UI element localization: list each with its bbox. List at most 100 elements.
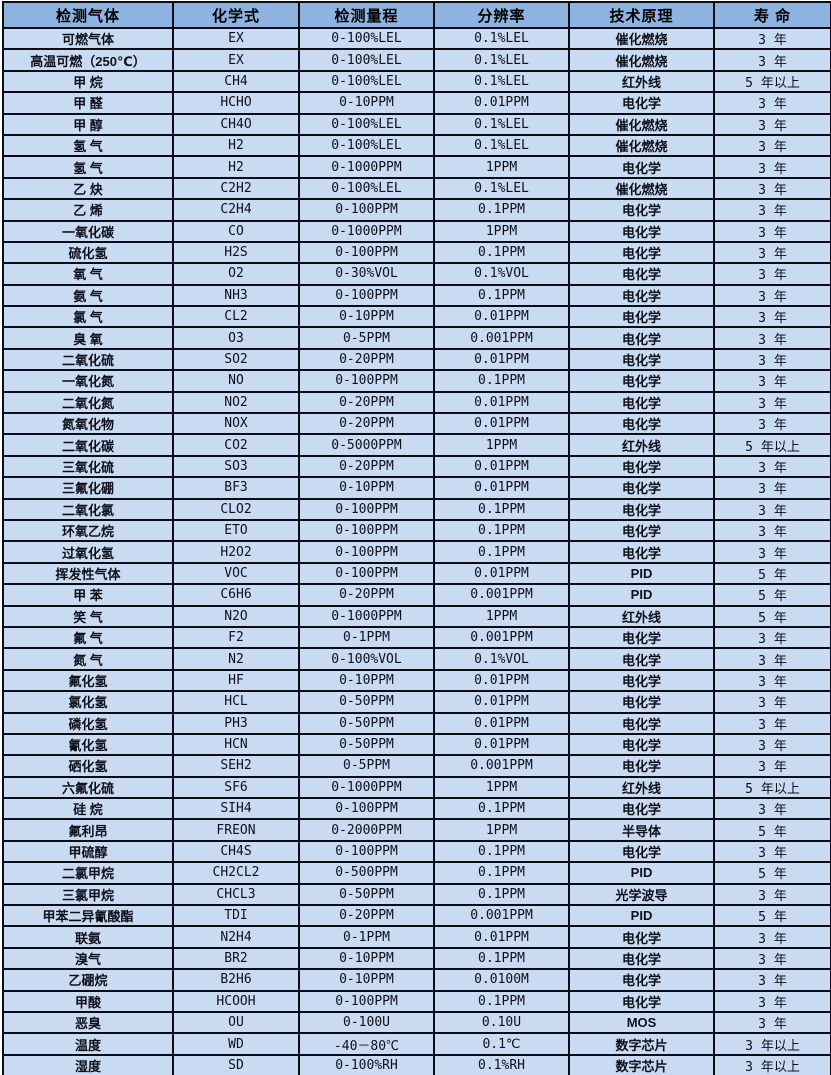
table-row: 甲苯二异氰酸酯 TDI 0-20PPM 0.001PPM PID 5 年 <box>2 903 831 928</box>
resolution-cell: 0.1PPM <box>433 497 570 522</box>
table-row: 温度 WD -40－80℃ 0.1℃ 数字芯片 3 年以上 <box>2 1032 831 1056</box>
table-row: 联氨 N2H4 0-1PPM 0.01PPM 电化学 3 年 <box>2 925 831 949</box>
principle-cell: 电化学 <box>568 797 715 821</box>
formula-cell: CL2 <box>172 305 300 329</box>
resolution-cell: 0.001PPM <box>433 583 570 607</box>
formula-cell: CO2 <box>172 433 300 457</box>
resolution-cell: 0.01PPM <box>433 347 570 372</box>
table-row: 一氧化氮 NO 0-100PPM 0.1PPM 电化学 3 年 <box>2 369 831 393</box>
range-cell: 0-100PPM <box>298 797 435 821</box>
range-cell: 0-10PPM <box>298 305 435 329</box>
gas-name-cell: 三氯甲烷 <box>2 882 174 907</box>
resolution-cell: 0.1%VOL <box>433 647 570 671</box>
table-row: 一氧化碳 CO 0-1000PPM 1PPM 电化学 3 年 <box>2 219 831 243</box>
formula-cell: N2H4 <box>172 925 300 949</box>
resolution-cell: 0.0100M <box>433 968 570 992</box>
range-cell: 0-100U <box>298 1010 435 1035</box>
resolution-cell: 0.1PPM <box>433 283 570 308</box>
table-row: 二氧化氯 CLO2 0-100PPM 0.1PPM 电化学 3 年 <box>2 497 831 522</box>
lifespan-cell: 3 年 <box>713 540 831 564</box>
lifespan-cell: 3 年 <box>713 48 831 72</box>
table-row: 三氯甲烷 CHCL3 0-50PPM 0.1PPM 光学波导 3 年 <box>2 882 831 907</box>
range-cell: 0-100PPM <box>298 839 435 864</box>
table-row: 氢 气 H2 0-100%LEL 0.1%LEL 催化燃烧 3 年 <box>2 133 831 158</box>
range-cell: 0-100%LEL <box>298 48 435 72</box>
principle-cell: 电化学 <box>568 476 715 500</box>
gas-name-cell: 氢 气 <box>2 155 174 179</box>
lifespan-cell: 3 年 <box>713 326 831 350</box>
resolution-cell: 0.01PPM <box>433 390 570 415</box>
resolution-cell: 0.01PPM <box>433 454 570 479</box>
table-row: 过氧化氢 H2O2 0-100PPM 0.1PPM 电化学 3 年 <box>2 540 831 564</box>
gas-name-cell: 臭 氧 <box>2 326 174 350</box>
range-cell: 0-100%LEL <box>298 112 435 136</box>
gas-name-cell: 甲 烷 <box>2 69 174 94</box>
principle-cell: 电化学 <box>568 647 715 671</box>
formula-cell: BF3 <box>172 476 300 500</box>
table-row: 甲 苯 C6H6 0-20PPM 0.001PPM PID 5 年 <box>2 583 831 607</box>
formula-cell: BR2 <box>172 946 300 971</box>
formula-cell: CH4 <box>172 69 300 94</box>
range-cell: 0-10PPM <box>298 91 435 115</box>
resolution-cell: 1PPM <box>433 219 570 243</box>
principle-cell: 电化学 <box>568 839 715 864</box>
gas-name-cell: 二氧化硫 <box>2 347 174 372</box>
range-cell: 0-20PPM <box>298 583 435 607</box>
resolution-cell: 0.1%VOL <box>433 262 570 286</box>
resolution-cell: 0.1%LEL <box>433 48 570 72</box>
principle-cell: 电化学 <box>568 283 715 308</box>
resolution-cell: 0.001PPM <box>433 903 570 928</box>
column-header-resolution: 分辨率 <box>433 1 570 29</box>
table-row: 甲 醛 HCHO 0-10PPM 0.01PPM 电化学 3 年 <box>2 91 831 115</box>
gas-name-cell: 氯 气 <box>2 305 174 329</box>
table-row: 氰化氢 HCN 0-50PPM 0.01PPM 电化学 3 年 <box>2 732 831 757</box>
resolution-cell: 0.001PPM <box>433 326 570 350</box>
gas-name-cell: 硫化氢 <box>2 240 174 265</box>
lifespan-cell: 5 年 <box>713 604 831 628</box>
column-header-gas: 检测气体 <box>2 1 174 29</box>
formula-cell: SF6 <box>172 775 300 800</box>
gas-name-cell: 一氧化氮 <box>2 369 174 393</box>
table-row: 可燃气体 EX 0-100%LEL 0.1%LEL 催化燃烧 3 年 <box>2 26 831 51</box>
table-row: 硒化氢 SEH2 0-5PPM 0.001PPM 电化学 3 年 <box>2 754 831 778</box>
gas-name-cell: 笑 气 <box>2 604 174 628</box>
range-cell: 0-100%LEL <box>298 133 435 158</box>
table-row: 氯化氢 HCL 0-50PPM 0.01PPM 电化学 3 年 <box>2 690 831 714</box>
lifespan-cell: 5 年 <box>713 583 831 607</box>
resolution-cell: 0.1PPM <box>433 839 570 864</box>
table-body: 可燃气体 EX 0-100%LEL 0.1%LEL 催化燃烧 3 年高温可燃（250℃） E… <box>2 26 831 1075</box>
principle-cell: 光学波导 <box>568 882 715 907</box>
range-cell: 0-100PPM <box>298 240 435 265</box>
formula-cell: PH3 <box>172 711 300 735</box>
principle-cell: 电化学 <box>568 347 715 372</box>
range-cell: 0-100%LEL <box>298 176 435 201</box>
range-cell: 0-100%LEL <box>298 26 435 51</box>
lifespan-cell: 3 年 <box>713 690 831 714</box>
formula-cell: H2S <box>172 240 300 265</box>
gas-name-cell: 乙硼烷 <box>2 968 174 992</box>
lifespan-cell: 3 年 <box>713 112 831 136</box>
lifespan-cell: 3 年 <box>713 668 831 693</box>
resolution-cell: 0.01PPM <box>433 690 570 714</box>
table-row: 二氧化硫 SO2 0-20PPM 0.01PPM 电化学 3 年 <box>2 347 831 372</box>
table-row: 氟化氢 HF 0-10PPM 0.01PPM 电化学 3 年 <box>2 668 831 693</box>
lifespan-cell: 3 年以上 <box>713 1032 831 1056</box>
lifespan-cell: 5 年以上 <box>713 433 831 457</box>
range-cell: 0-1000PPM <box>298 155 435 179</box>
lifespan-cell: 3 年 <box>713 91 831 115</box>
formula-cell: FREON <box>172 818 300 842</box>
table-row: 三氧化硫 SO3 0-20PPM 0.01PPM 电化学 3 年 <box>2 454 831 479</box>
gas-name-cell: 硅 烷 <box>2 797 174 821</box>
resolution-cell: 0.1%LEL <box>433 69 570 94</box>
resolution-cell: 0.01PPM <box>433 476 570 500</box>
range-cell: 0-1000PPM <box>298 775 435 800</box>
formula-cell: O2 <box>172 262 300 286</box>
resolution-cell: 0.1PPM <box>433 198 570 222</box>
table-row: 氧 气 O2 0-30%VOL 0.1%VOL 电化学 3 年 <box>2 262 831 286</box>
lifespan-cell: 3 年 <box>713 412 831 436</box>
formula-cell: C2H4 <box>172 198 300 222</box>
resolution-cell: 0.1%LEL <box>433 112 570 136</box>
gas-name-cell: 氮氧化物 <box>2 412 174 436</box>
formula-cell: EX <box>172 48 300 72</box>
resolution-cell: 0.1PPM <box>433 540 570 564</box>
